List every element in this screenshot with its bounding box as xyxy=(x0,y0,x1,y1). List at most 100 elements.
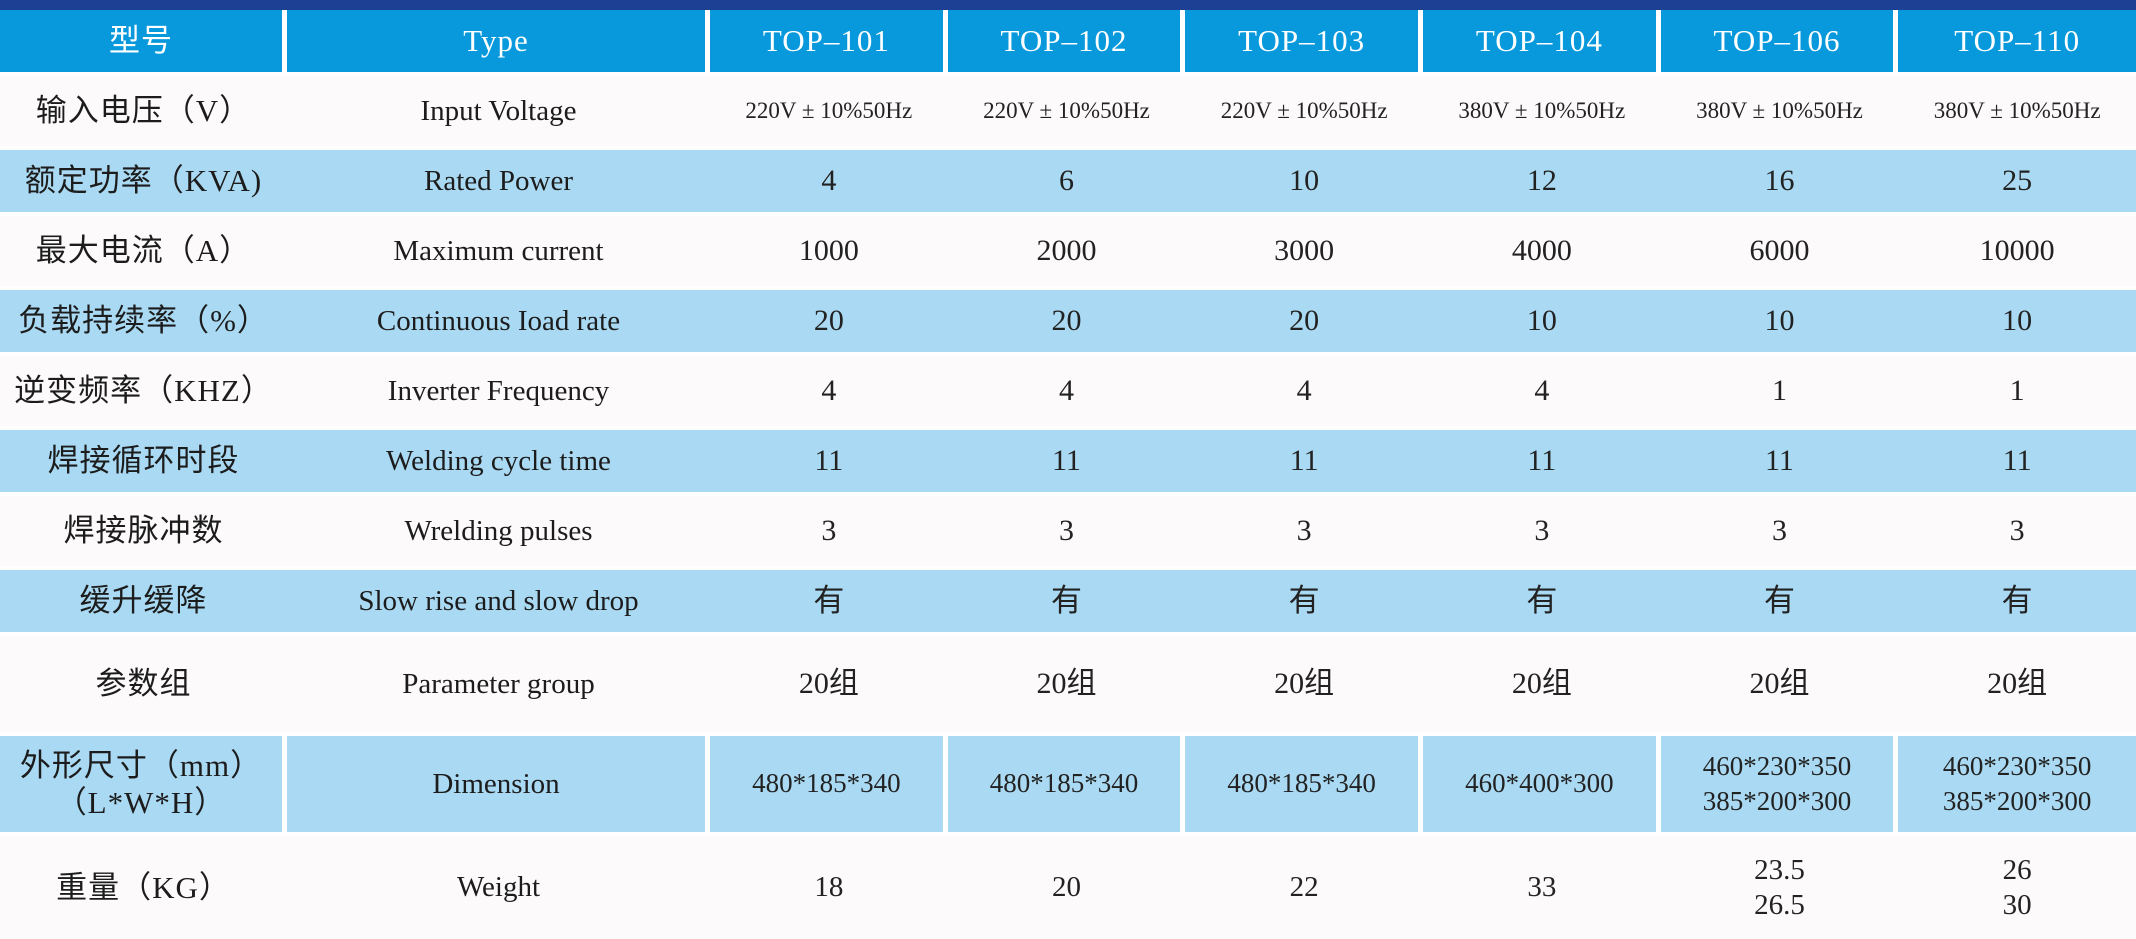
table-row-welding-pulses: 焊接脉冲数 Wrelding pulses 3 3 3 3 3 3 xyxy=(0,496,2136,566)
table-row-continuous-load-rate: 负载持续率（%） Continuous Ioad rate 20 20 20 1… xyxy=(0,286,2136,356)
row-label-zh: 逆变频率（KHZ） xyxy=(14,373,273,409)
cell-value: 20组 xyxy=(1987,667,2048,700)
cell-value: 6 xyxy=(1058,164,1074,197)
cell-value: 10 xyxy=(1764,304,1795,337)
cell-value: 460*230*350 385*200*300 xyxy=(1661,736,1899,832)
cell-value: 4 xyxy=(821,164,837,197)
cell-value: 20 xyxy=(1051,871,1081,904)
row-label-en: Rated Power xyxy=(424,164,573,197)
header-model-top101: TOP–101 xyxy=(710,10,948,72)
cell-value: 10 xyxy=(1289,164,1320,197)
cell-value: 380V ± 10%50Hz xyxy=(1696,98,1863,124)
cell-value: 33 xyxy=(1527,871,1557,904)
cell-value: 有 xyxy=(1526,583,1558,619)
table-header-row: 型号 Type TOP–101 TOP–102 TOP–103 TOP–104 … xyxy=(0,10,2136,76)
cell-value: 20组 xyxy=(1749,667,1810,700)
cell-value: 18 xyxy=(814,871,844,904)
cell-value: 有 xyxy=(1050,583,1082,619)
cell-value: 11 xyxy=(1527,444,1557,477)
cell-value: 3 xyxy=(1534,514,1550,547)
cell-value: 460*400*300 xyxy=(1423,736,1661,832)
cell-value: 12 xyxy=(1526,164,1557,197)
row-label-zh: 最大电流（A） xyxy=(35,233,252,269)
cell-value: 20组 xyxy=(1274,667,1335,700)
row-label-en: Parameter group xyxy=(402,667,595,700)
header-model-top103: TOP–103 xyxy=(1185,10,1423,72)
cell-value: 220V ± 10%50Hz xyxy=(745,98,913,124)
row-label-en: Slow rise and slow drop xyxy=(358,584,639,617)
cell-value: 10 xyxy=(1526,304,1557,337)
cell-value: 380V ± 10%50Hz xyxy=(1933,98,2101,124)
cell-value: 4 xyxy=(1058,374,1074,407)
row-label-en: Maximum current xyxy=(393,234,604,267)
row-label-zh: 焊接循环时段 xyxy=(47,443,240,479)
header-model-top102: TOP–102 xyxy=(947,10,1186,72)
cell-value: 11 xyxy=(2002,444,2032,477)
row-label-zh: 额定功率（KVA) xyxy=(24,163,263,199)
cell-value: 6000 xyxy=(1749,234,1810,267)
cell-value: 4 xyxy=(1296,374,1312,407)
cell-value: 11 xyxy=(1765,444,1794,477)
cell-value: 1 xyxy=(2009,374,2025,407)
cell-value: 3 xyxy=(2009,514,2025,547)
cell-value: 3 xyxy=(1771,514,1787,547)
table-row-welding-cycle-time: 焊接循环时段 Welding cycle time 11 11 11 11 11… xyxy=(0,426,2136,496)
cell-value: 20组 xyxy=(798,667,859,700)
cell-value: 26 30 xyxy=(2002,853,2032,921)
row-label-en: Input Voltage xyxy=(420,94,577,127)
cell-value: 1000 xyxy=(798,234,859,267)
row-label-zh: 负载持续率（%） xyxy=(18,303,269,339)
cell-value: 20 xyxy=(813,304,844,337)
cell-value: 220V ± 10%50Hz xyxy=(1220,98,1388,124)
header-col-type: Type xyxy=(287,10,710,72)
cell-value: 有 xyxy=(813,583,845,619)
row-label-zh: 参数组 xyxy=(95,666,192,702)
row-label-en: Wrelding pulses xyxy=(404,514,593,547)
cell-value: 有 xyxy=(1288,583,1320,619)
cell-value: 10000 xyxy=(1979,234,2055,267)
row-label-en: Dimension xyxy=(287,736,710,832)
row-label-en: Welding cycle time xyxy=(386,444,611,477)
row-label-en: Inverter Frequency xyxy=(387,374,610,407)
header-model-top110: TOP–110 xyxy=(1898,10,2136,72)
cell-value: 4 xyxy=(821,374,837,407)
table-row-parameter-group: 参数组 Parameter group 20组 20组 20组 20组 20组 … xyxy=(0,636,2136,732)
table-row-weight: 重量（KG） Weight 18 20 22 33 23.5 26.5 26 3… xyxy=(0,836,2136,939)
cell-value: 有 xyxy=(1763,583,1795,619)
cell-value: 20 xyxy=(1051,304,1082,337)
table-row-slow-rise-slow-drop: 缓升缓降 Slow rise and slow drop 有 有 有 有 有 有 xyxy=(0,566,2136,636)
table-row-maximum-current: 最大电流（A） Maximum current 1000 2000 3000 4… xyxy=(0,216,2136,286)
cell-value: 11 xyxy=(1052,444,1081,477)
cell-value: 220V ± 10%50Hz xyxy=(983,98,1150,124)
cell-value: 2000 xyxy=(1036,234,1097,267)
row-label-zh: 缓升缓降 xyxy=(79,583,208,619)
table-row-input-voltage: 输入电压（V） Input Voltage 220V ± 10%50Hz 220… xyxy=(0,76,2136,146)
cell-value: 460*230*350 385*200*300 xyxy=(1942,750,2092,816)
cell-value: 20 xyxy=(1289,304,1320,337)
cell-value: 480*185*340 xyxy=(948,736,1186,832)
cell-value: 3 xyxy=(1058,514,1074,547)
header-model-top106: TOP–106 xyxy=(1660,10,1899,72)
row-label-zh: 重量（KG） xyxy=(56,869,231,905)
cell-value: 23.5 26.5 xyxy=(1754,853,1805,921)
cell-value: 11 xyxy=(814,444,844,477)
cell-value: 1 xyxy=(1771,374,1787,407)
table-row-rated-power: 额定功率（KVA) Rated Power 4 6 10 12 16 25 xyxy=(0,146,2136,216)
table-row-dimension: 外形尺寸（mm） （L*W*H） Dimension 480*185*340 4… xyxy=(0,732,2136,836)
row-label-en: Weight xyxy=(456,871,541,904)
cell-value: 20组 xyxy=(1036,667,1097,700)
cell-value: 11 xyxy=(1289,444,1319,477)
row-label-zh: 焊接脉冲数 xyxy=(63,513,224,549)
cell-value: 380V ± 10%50Hz xyxy=(1458,98,1626,124)
cell-value: 22 xyxy=(1289,871,1319,904)
header-col-model: 型号 xyxy=(0,10,287,72)
row-label-zh: 输入电压（V） xyxy=(35,93,252,129)
cell-value: 3 xyxy=(821,514,837,547)
cell-value: 3 xyxy=(1296,514,1312,547)
cell-value: 4000 xyxy=(1511,234,1572,267)
row-label-zh: 外形尺寸（mm） （L*W*H） xyxy=(0,736,287,832)
table-row-inverter-frequency: 逆变频率（KHZ） Inverter Frequency 4 4 4 4 1 1 xyxy=(0,356,2136,426)
cell-value: 4 xyxy=(1534,374,1550,407)
cell-value: 10 xyxy=(2002,304,2033,337)
cell-value: 480*185*340 xyxy=(710,736,948,832)
